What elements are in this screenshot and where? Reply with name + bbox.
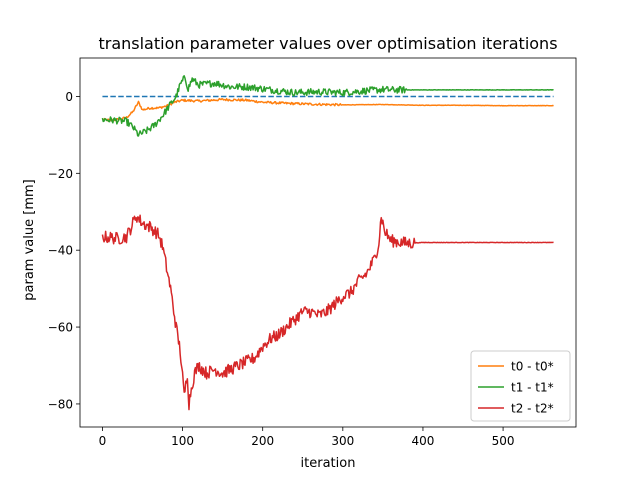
axes-frame [79,57,577,428]
x-tick-label: 0 [99,434,107,448]
x-tick-label: 200 [251,434,274,448]
x-tick-label: 500 [492,434,515,448]
series-line-1 [101,75,554,137]
x-axis-label: iteration [301,456,356,471]
x-tick-label: 300 [331,434,354,448]
y-tick-label: −40 [48,244,73,258]
series-group [101,75,554,411]
series-line-0 [101,97,554,122]
plot-area [101,75,554,411]
chart-title: translation parameter values over optimi… [98,34,557,53]
series-line-2 [101,214,554,411]
legend-label-1: t1 - t1* [511,381,554,395]
legend: t0 - t0* t1 - t1* t2 - t2* [470,350,571,422]
x-tick-label: 100 [171,434,194,448]
y-axis-label: param value [mm] [22,179,37,300]
y-tick-label: −20 [48,167,73,181]
legend-label-0: t0 - t0* [511,360,554,374]
legend-box [470,350,571,422]
axes: 0 100 200 300 400 500 0 −20 −40 −60 −80 [48,57,577,448]
y-tick-label: −60 [48,321,73,335]
x-tick-label: 400 [412,434,435,448]
legend-label-2: t2 - t2* [511,402,554,416]
y-tick-label: 0 [65,90,73,104]
y-tick-label: −80 [48,397,73,411]
